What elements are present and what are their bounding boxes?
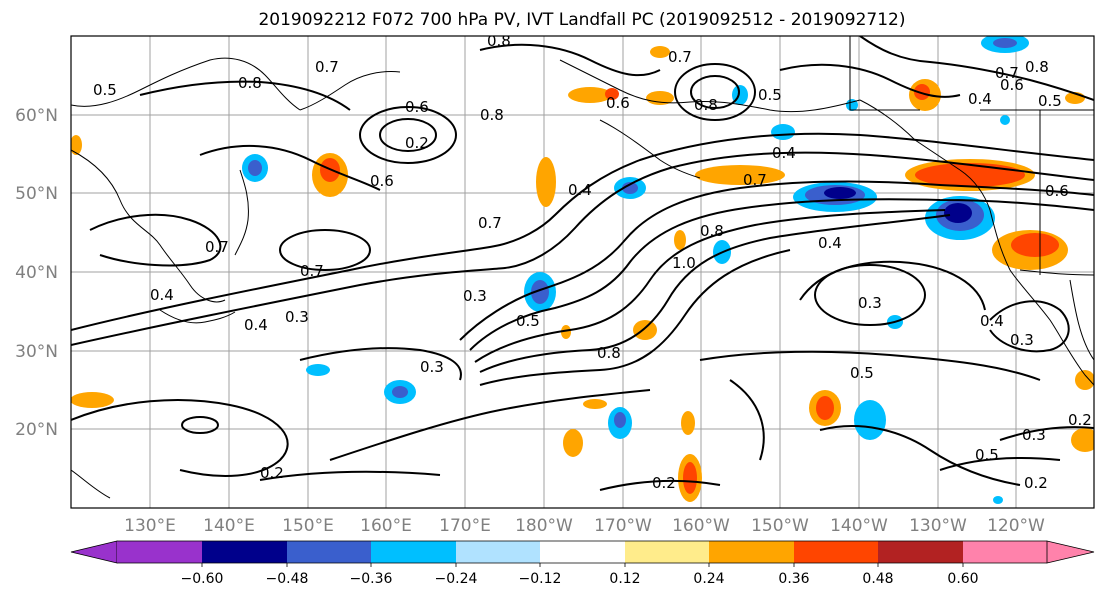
colorbar-swatch bbox=[117, 541, 202, 563]
colorbar-tick-label: −0.24 bbox=[435, 571, 478, 587]
colorbar-swatch bbox=[202, 541, 287, 563]
contour-label: 0.8 bbox=[700, 222, 724, 240]
contour-label: 0.7 bbox=[478, 214, 502, 232]
colorbar-swatch bbox=[287, 541, 371, 563]
longitude-label: 170°W bbox=[594, 516, 652, 536]
contour-label: 0.4 bbox=[818, 234, 842, 252]
contour-label: 0.5 bbox=[850, 364, 874, 382]
longitude-label: 140°E bbox=[203, 516, 255, 536]
contour-labels: 0.8 0.7 0.5 0.8 0.6 0.2 0.6 0.8 0.7 0.5 … bbox=[93, 32, 1092, 492]
longitude-label: 140°W bbox=[830, 516, 888, 536]
contour-label: 0.2 bbox=[1068, 411, 1092, 429]
contour-label: 0.2 bbox=[405, 134, 429, 152]
colorbar-extend-low bbox=[70, 540, 118, 564]
colorbar-tick-label: −0.36 bbox=[350, 571, 393, 587]
contour-label: 0.6 bbox=[1000, 76, 1024, 94]
latitude-axis: 60°N 50°N 40°N 30°N 20°N bbox=[15, 106, 58, 440]
contour-label: 0.8 bbox=[597, 344, 621, 362]
contour-label: 0.4 bbox=[244, 316, 268, 334]
colorbar-swatch bbox=[540, 541, 625, 563]
contour-label: 0.2 bbox=[652, 474, 676, 492]
colorbar-swatch bbox=[794, 541, 878, 563]
colorbar-tick-label: −0.12 bbox=[519, 571, 562, 587]
map-title: 2019092212 F072 700 hPa PV, IVT Landfall… bbox=[258, 10, 905, 30]
latitude-label: 20°N bbox=[15, 420, 58, 440]
contour-label: 0.6 bbox=[1045, 182, 1069, 200]
contour-label: 0.3 bbox=[420, 358, 444, 376]
colorbar-swatch bbox=[371, 541, 456, 563]
contour-label: 0.2 bbox=[260, 464, 284, 482]
contour-label: 0.3 bbox=[1010, 331, 1034, 349]
ivt-pc-shading bbox=[71, 36, 1094, 504]
contour-label: 0.2 bbox=[1024, 474, 1048, 492]
contour-label: 0.4 bbox=[150, 286, 174, 304]
contour-label: 0.5 bbox=[1038, 92, 1062, 110]
colorbar-tick-label: −0.48 bbox=[266, 571, 309, 587]
contour-label: 0.5 bbox=[975, 446, 999, 464]
colorbar-tick-label: 0.36 bbox=[778, 571, 809, 587]
contour-label: 0.5 bbox=[758, 86, 782, 104]
contour-label: 0.6 bbox=[405, 98, 429, 116]
longitude-label: 130°E bbox=[124, 516, 176, 536]
colorbar-tick-label: −0.60 bbox=[181, 571, 224, 587]
latitude-label: 30°N bbox=[15, 342, 58, 362]
colorbar-swatch bbox=[878, 541, 963, 563]
contour-label: 0.8 bbox=[1025, 58, 1049, 76]
contour-label: 0.5 bbox=[93, 81, 117, 99]
contour-label: 0.8 bbox=[487, 32, 511, 50]
contour-label: 0.3 bbox=[1022, 426, 1046, 444]
longitude-label: 150°W bbox=[751, 516, 809, 536]
longitude-label: 180°W bbox=[515, 516, 573, 536]
colorbar-swatch bbox=[963, 541, 1047, 563]
contour-label: 0.7 bbox=[995, 64, 1019, 82]
contour-label: 0.4 bbox=[968, 90, 992, 108]
colorbar-tick-label: 0.60 bbox=[947, 571, 978, 587]
contour-label: 0.7 bbox=[668, 48, 692, 66]
contour-label: 0.7 bbox=[315, 58, 339, 76]
contour-label: 0.3 bbox=[858, 294, 882, 312]
colorbar-tick-label: 0.48 bbox=[862, 571, 893, 587]
contour-label: 0.7 bbox=[205, 238, 229, 256]
map-frame bbox=[70, 35, 1095, 509]
contour-label: 1.0 bbox=[672, 254, 696, 272]
contour-label: 0.6 bbox=[606, 94, 630, 112]
longitude-label: 160°E bbox=[360, 516, 412, 536]
colorbar-extend-high bbox=[1046, 540, 1095, 564]
longitude-axis: 130°E 140°E 150°E 160°E 170°E 180°W 170°… bbox=[124, 516, 1045, 536]
contour-label: 0.3 bbox=[285, 308, 309, 326]
latitude-label: 50°N bbox=[15, 184, 58, 204]
contour-label: 0.8 bbox=[480, 106, 504, 124]
contour-label: 0.4 bbox=[772, 144, 796, 162]
colorbar-tick-label: 0.12 bbox=[609, 571, 640, 587]
contour-label: 0.3 bbox=[463, 287, 487, 305]
contour-label: 0.6 bbox=[370, 172, 394, 190]
latitude-label: 60°N bbox=[15, 106, 58, 126]
contour-label: 0.7 bbox=[300, 262, 324, 280]
pv-contours bbox=[71, 36, 1094, 491]
contour-label: 0.5 bbox=[516, 312, 540, 330]
longitude-label: 160°W bbox=[672, 516, 730, 536]
longitude-label: 120°W bbox=[987, 516, 1045, 536]
colorbar-swatch bbox=[625, 541, 709, 563]
colorbar-swatch bbox=[709, 541, 794, 563]
colorbar-swatch bbox=[456, 541, 540, 563]
latitude-label: 40°N bbox=[15, 263, 58, 283]
colorbar: −0.60 −0.48 −0.36 −0.24 −0.12 0.12 0.24 … bbox=[70, 540, 1095, 587]
longitude-label: 130°W bbox=[909, 516, 967, 536]
contour-label: 0.4 bbox=[980, 312, 1004, 330]
contour-label: 0.7 bbox=[743, 171, 767, 189]
longitude-label: 170°E bbox=[439, 516, 491, 536]
contour-label: 0.4 bbox=[568, 181, 592, 199]
longitude-label: 150°E bbox=[282, 516, 334, 536]
colorbar-tick-label: 0.24 bbox=[693, 571, 724, 587]
contour-label: 0.8 bbox=[238, 74, 262, 92]
contour-label: 0.8 bbox=[694, 96, 718, 114]
